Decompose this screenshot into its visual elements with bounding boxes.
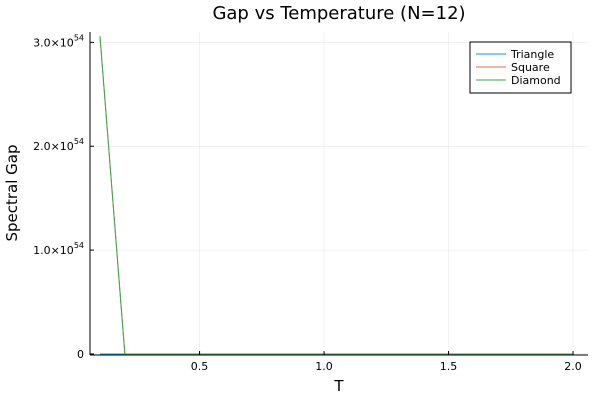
- y-tick-label: 3.0×1054: [33, 33, 84, 49]
- tick-labels: 0.5 1.0 1.5 2.0 0 1.0×1054 2.0×1054 3.0×1054: [33, 33, 582, 373]
- chart-title: Gap vs Temperature (N=12): [212, 3, 465, 24]
- y-tick-label: 1.0×1054: [33, 241, 84, 257]
- y-tick-label: 0: [77, 348, 84, 361]
- x-axis-label: T: [333, 377, 344, 395]
- series-lines: [99, 36, 574, 355]
- y-tick-label: 2.0×1054: [33, 137, 84, 153]
- legend-label-triangle: Triangle: [510, 48, 554, 61]
- legend-label-square: Square: [511, 61, 550, 74]
- legend-label-diamond: Diamond: [511, 74, 561, 87]
- x-tick-label: 2.0: [564, 360, 582, 373]
- x-tick-label: 1.5: [440, 360, 458, 373]
- y-axis-label: Spectral Gap: [3, 144, 21, 241]
- x-tick-label: 1.0: [315, 360, 333, 373]
- x-tick-label: 0.5: [191, 360, 209, 373]
- axes: [89, 32, 588, 356]
- series-line-diamond: [99, 36, 574, 355]
